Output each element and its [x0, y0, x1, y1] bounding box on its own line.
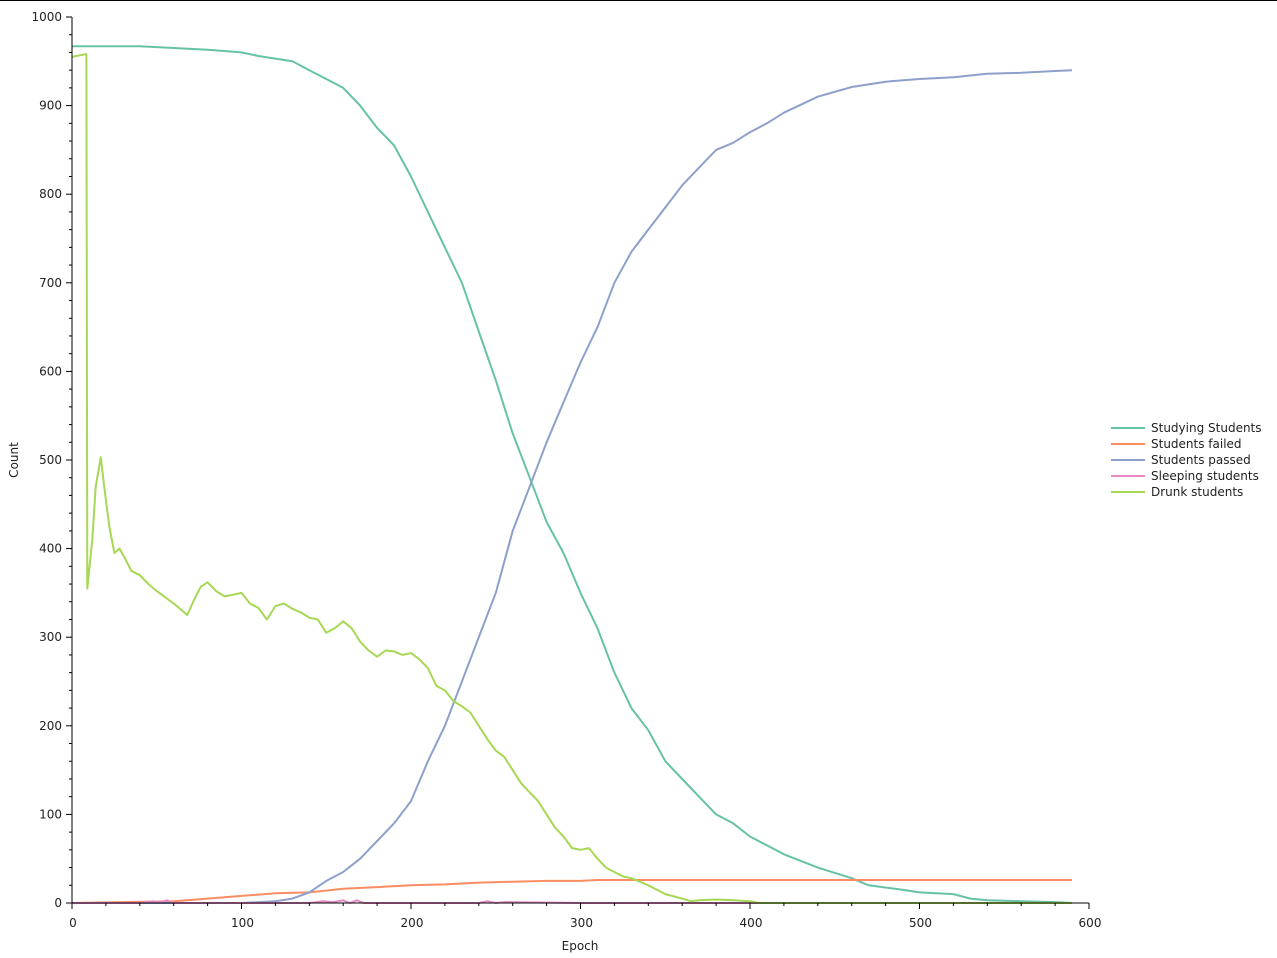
x-tick-label: 500: [909, 916, 932, 930]
y-tick-label: 800: [39, 187, 62, 201]
series-line-drunk-students: [71, 53, 1072, 904]
series-line-sleeping-students: [72, 899, 1072, 904]
legend-label: Studying Students: [1151, 421, 1262, 435]
series-line-students-passed: [72, 69, 1073, 904]
y-tick-label: 900: [39, 99, 62, 113]
ticks-layer: 0 100 200 300 400 500 600 0 100 200 300 400 500 600 70…: [31, 10, 1101, 930]
x-tick-label: 400: [740, 916, 763, 930]
y-tick-label: 700: [39, 276, 62, 290]
series-layer: [71, 45, 1073, 904]
x-tick-label: 0: [69, 916, 77, 930]
series-line-studying-students: [72, 45, 1073, 904]
axes-layer: [71, 17, 1089, 904]
x-tick-label: 600: [1079, 916, 1102, 930]
legend-label: Sleeping students: [1151, 469, 1259, 483]
x-tick-label: 100: [231, 916, 254, 930]
x-tick-label: 200: [401, 916, 424, 930]
series-line-students-failed: [71, 879, 1072, 904]
y-axis-title: Count: [7, 442, 21, 478]
x-tick-label: 300: [570, 916, 593, 930]
legend: Studying Students Students failed Students…: [1111, 421, 1262, 499]
y-tick-label: 100: [39, 807, 62, 821]
top-border-line: [0, 0, 1277, 1]
y-tick-label: 400: [39, 542, 62, 556]
y-tick-label: 1000: [31, 10, 62, 24]
y-tick-label: 300: [39, 630, 62, 644]
legend-label: Students passed: [1151, 453, 1251, 467]
legend-label: Drunk students: [1151, 485, 1243, 499]
legend-label: Students failed: [1151, 437, 1242, 451]
y-tick-label: 0: [54, 896, 62, 910]
x-axis-title: Epoch: [562, 939, 599, 953]
y-tick-label: 200: [39, 719, 62, 733]
y-tick-label: 600: [39, 364, 62, 378]
y-tick-label: 500: [39, 453, 62, 467]
